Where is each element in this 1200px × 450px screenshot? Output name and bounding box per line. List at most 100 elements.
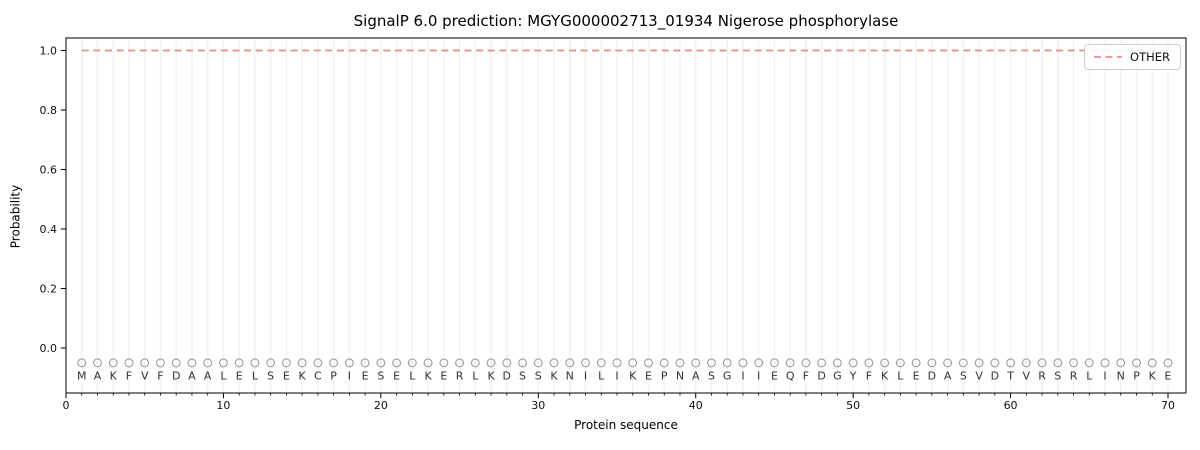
residue-letter: I bbox=[741, 370, 744, 383]
residue-letter: N bbox=[566, 370, 574, 383]
residue-letter: D bbox=[991, 370, 999, 383]
residue-marker-circle bbox=[754, 358, 764, 368]
residue-letter: E bbox=[362, 370, 369, 383]
residue-marker-circle bbox=[486, 358, 496, 368]
residue-letter: S bbox=[1054, 370, 1061, 383]
residue-marker-circle bbox=[376, 358, 386, 368]
residue-marker-circle bbox=[1100, 358, 1110, 368]
residue-letter: A bbox=[204, 370, 212, 383]
residue-marker-circle bbox=[502, 358, 512, 368]
residue-letter: L bbox=[598, 370, 605, 383]
residue-marker-circle bbox=[329, 358, 339, 368]
residue-letter: S bbox=[535, 370, 542, 383]
y-tick-label: 0.6 bbox=[40, 163, 58, 176]
residue-letter: M bbox=[77, 370, 87, 383]
residue-letter: Y bbox=[849, 370, 857, 383]
residue-marker-circle bbox=[958, 358, 968, 368]
residue-marker-circle bbox=[785, 358, 795, 368]
residue-marker-circle bbox=[801, 358, 811, 368]
y-tick-label: 0.8 bbox=[40, 104, 58, 117]
residue-marker-circle bbox=[769, 358, 779, 368]
residue-marker-circle bbox=[234, 358, 244, 368]
residue-marker-circle bbox=[612, 358, 622, 368]
residue-letter: K bbox=[881, 370, 889, 383]
residue-letter: D bbox=[503, 370, 511, 383]
residue-letter: P bbox=[661, 370, 668, 383]
residue-letter: P bbox=[330, 370, 337, 383]
x-tick-label: 10 bbox=[216, 399, 230, 412]
residue-letter: L bbox=[472, 370, 479, 383]
residue-marker-circle bbox=[392, 358, 402, 368]
residue-marker-circle bbox=[533, 358, 543, 368]
residue-marker-circle bbox=[518, 358, 528, 368]
residue-marker-circle bbox=[140, 358, 150, 368]
plot-border bbox=[65, 37, 1187, 394]
y-tick-label: 1.0 bbox=[40, 44, 58, 57]
x-tick-label: 60 bbox=[1004, 399, 1018, 412]
residue-marker-circle bbox=[77, 358, 87, 368]
residue-letter: T bbox=[1006, 370, 1014, 383]
residue-letter: K bbox=[629, 370, 637, 383]
residue-marker-circle bbox=[943, 358, 953, 368]
residue-marker-circle bbox=[171, 358, 181, 368]
x-axis-label: Protein sequence bbox=[574, 418, 678, 432]
residue-marker-circle bbox=[675, 358, 685, 368]
residue-letter: F bbox=[126, 370, 132, 383]
residue-letter: Q bbox=[786, 370, 795, 383]
residue-letter: E bbox=[283, 370, 290, 383]
residue-marker-circle bbox=[1163, 358, 1173, 368]
residue-letter: S bbox=[377, 370, 384, 383]
residue-letter: E bbox=[440, 370, 447, 383]
residue-letter: P bbox=[1133, 370, 1140, 383]
residue-marker-circle bbox=[155, 358, 165, 368]
residue-letter: K bbox=[1149, 370, 1157, 383]
residue-letter: R bbox=[1070, 370, 1078, 383]
residue-letter: E bbox=[393, 370, 400, 383]
x-tick-label: 20 bbox=[374, 399, 388, 412]
residue-marker-circle bbox=[407, 358, 417, 368]
residue-letter: S bbox=[708, 370, 715, 383]
residue-marker-circle bbox=[659, 358, 669, 368]
residue-letter: K bbox=[550, 370, 558, 383]
residue-letter: A bbox=[188, 370, 196, 383]
residue-letter: I bbox=[757, 370, 760, 383]
residue-letter: L bbox=[252, 370, 259, 383]
residue-letter: A bbox=[94, 370, 102, 383]
residue-letter: N bbox=[1117, 370, 1125, 383]
residue-marker-circle bbox=[124, 358, 134, 368]
residue-letter: E bbox=[1165, 370, 1172, 383]
legend-label: OTHER bbox=[1130, 50, 1170, 64]
y-axis-label: Probability bbox=[8, 184, 23, 249]
residue-letter: D bbox=[172, 370, 180, 383]
residue-marker-circle bbox=[880, 358, 890, 368]
residue-letter: D bbox=[928, 370, 936, 383]
residue-marker-circle bbox=[691, 358, 701, 368]
residue-marker-circle bbox=[628, 358, 638, 368]
residue-marker-circle bbox=[1084, 358, 1094, 368]
residue-marker-circle bbox=[423, 358, 433, 368]
residue-marker-circle bbox=[1021, 358, 1031, 368]
residue-marker-circle bbox=[313, 358, 323, 368]
residue-marker-circle bbox=[266, 358, 276, 368]
residue-marker-circle bbox=[927, 358, 937, 368]
y-axis-ticks: 0.0 0.2 0.4 0.6 0.8 1.0 bbox=[40, 44, 66, 355]
residue-marker-circle bbox=[1037, 358, 1047, 368]
residue-marker-circle bbox=[832, 358, 842, 368]
x-tick-label: 70 bbox=[1161, 399, 1175, 412]
residue-marker-circle bbox=[297, 358, 307, 368]
residue-marker-circle bbox=[344, 358, 354, 368]
residue-letter: S bbox=[960, 370, 967, 383]
residue-marker-circle bbox=[706, 358, 716, 368]
residue-marker-circle bbox=[1069, 358, 1079, 368]
residue-letter: E bbox=[236, 370, 243, 383]
residue-marker-circle bbox=[738, 358, 748, 368]
residue-letter: I bbox=[584, 370, 587, 383]
residue-letter: E bbox=[645, 370, 652, 383]
residue-letter: N bbox=[676, 370, 684, 383]
residue-letter: F bbox=[157, 370, 163, 383]
residue-marker-circle bbox=[596, 358, 606, 368]
residue-marker-circle bbox=[848, 358, 858, 368]
residue-marker-circle bbox=[1147, 358, 1157, 368]
residue-letter: K bbox=[424, 370, 432, 383]
